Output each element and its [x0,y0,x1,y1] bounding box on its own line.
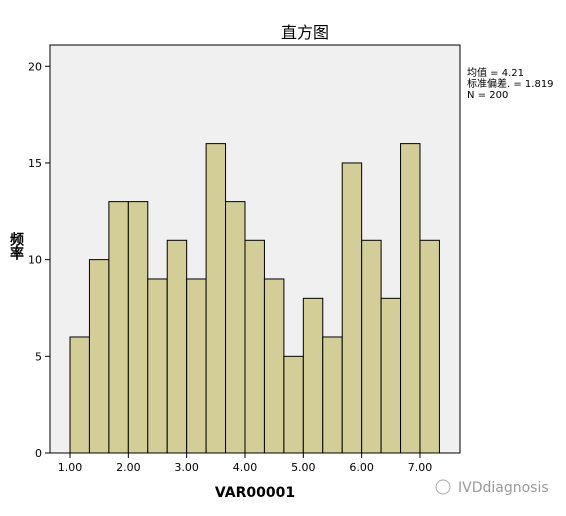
x-axis-label: VAR00001 [215,485,295,501]
bar [108,201,129,454]
x-tick-label: 5.00 [291,461,316,474]
bar [225,201,246,454]
x-tick-label: 2.00 [116,461,141,474]
y-tick-label: 5 [35,350,42,363]
bar [147,278,168,454]
bar [322,336,343,454]
bar [166,239,188,454]
stat-text: 标准偏差. = 1.819 [467,77,554,90]
bar [341,162,363,454]
bar [244,239,265,454]
bar [186,278,207,454]
x-tick-label: 7.00 [408,461,433,474]
bar [302,297,324,454]
y-tick-label: 0 [35,447,42,460]
watermark-icon [435,479,451,495]
stat-text: N = 200 [467,90,508,101]
y-tick-label: 20 [28,60,42,73]
stat-text: 均值 = 4.21 [467,66,524,79]
x-tick-label: 3.00 [174,461,199,474]
bar [88,259,110,454]
y-tick-label: 10 [28,254,42,267]
chart-title: 直方图 [281,23,329,42]
x-tick-label: 1.00 [58,461,83,474]
bar [263,278,285,454]
bar [380,297,402,454]
bar [127,201,149,454]
x-tick-label: 6.00 [349,461,374,474]
bar [400,143,421,454]
y-tick-label: 15 [28,157,42,170]
bar [361,239,382,454]
bar [69,336,90,454]
watermark: IVDdiagnosis [458,480,549,496]
bar [205,143,227,454]
bar [419,239,440,454]
x-tick-label: 4.00 [233,461,258,474]
bar [283,355,304,454]
y-axis-label: 频率 [8,231,24,261]
